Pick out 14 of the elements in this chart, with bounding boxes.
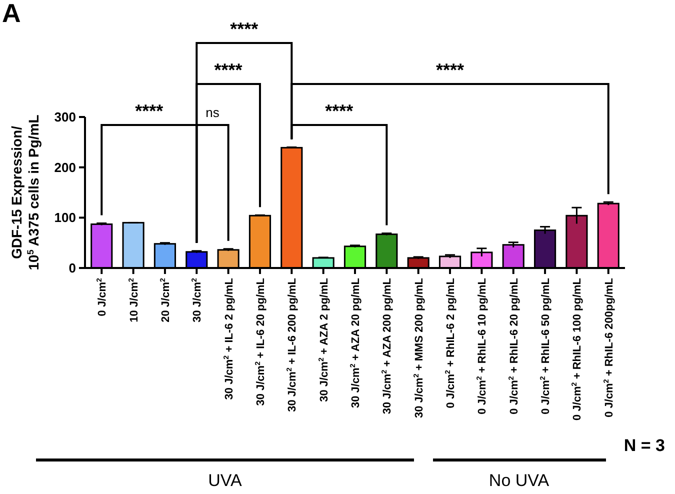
y-tick-label: 300: [54, 110, 76, 125]
annotation: ns: [206, 105, 220, 120]
y-tick-label: 0: [68, 260, 76, 276]
text: N = 3: [624, 436, 665, 455]
text: UVA: [208, 471, 242, 490]
text: A: [2, 0, 21, 28]
annotation: ****: [135, 101, 164, 121]
text: ****: [214, 60, 242, 80]
text: No UVA: [488, 471, 550, 490]
text: ****: [230, 19, 258, 39]
y-tick-label: 200: [54, 160, 76, 175]
annotation: ****: [325, 101, 354, 121]
y-tick-label: 100: [54, 210, 76, 226]
text: ****: [436, 60, 464, 80]
